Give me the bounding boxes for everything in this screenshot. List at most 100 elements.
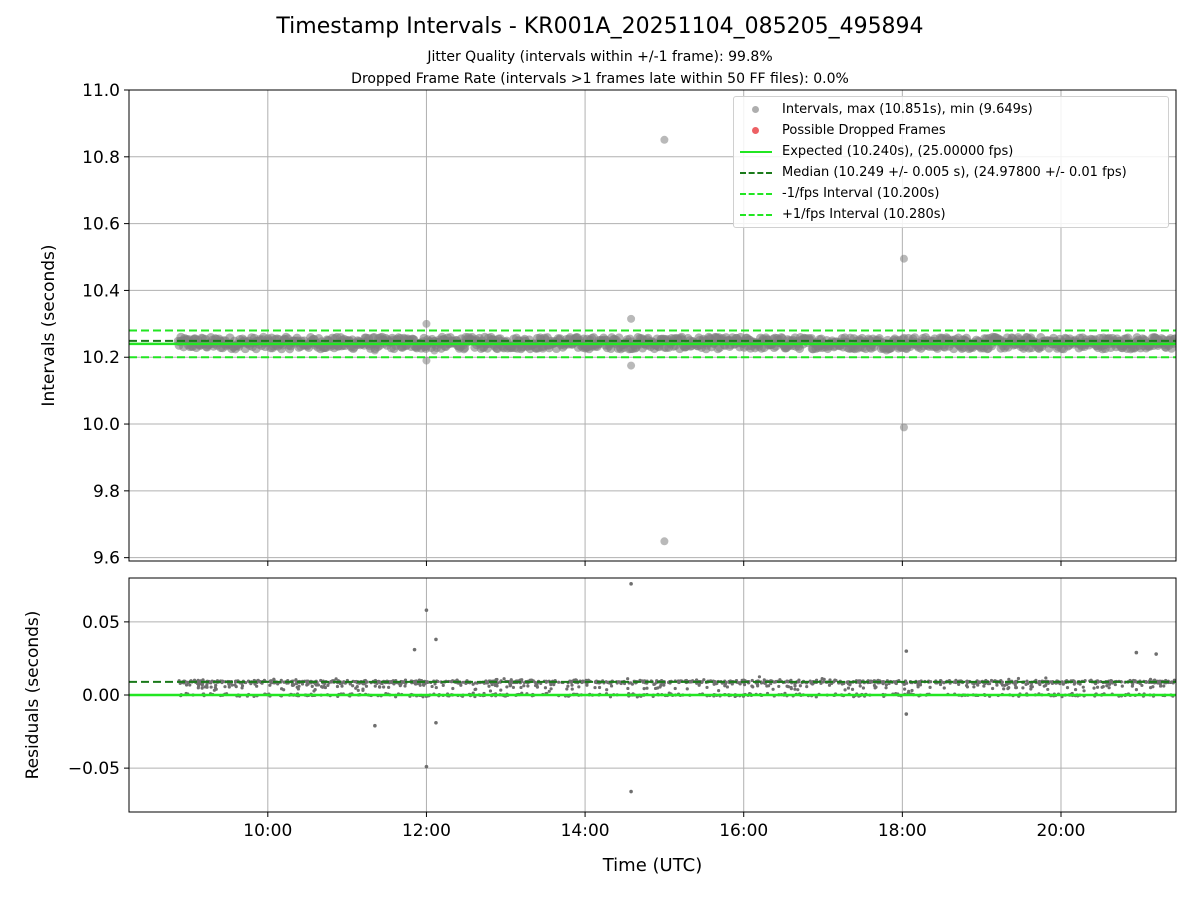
residual-outlier-8 [904,712,909,716]
residual-point [972,685,976,689]
intervals-ytick-label: 9.8 [93,482,120,502]
residual-point [805,685,809,689]
residual-point [294,682,299,686]
residual-point [1093,682,1098,686]
interval-outlier-9 [370,346,379,355]
legend-line [740,214,772,216]
residual-point [377,685,382,689]
residual-point [377,679,381,683]
interval-outlier-7 [422,356,431,365]
residual-point [276,682,280,686]
residual-point [502,677,506,681]
residual-point [857,679,861,683]
residual-outlier-0 [629,582,633,586]
interval-outlier-5 [627,361,636,370]
residual-point [520,678,524,682]
residual-point [300,682,305,686]
intervals-panel: 9.6 9.8 10.0 10.2 10.4 10.6 10.8 11.0 Intervals … [39,81,1177,569]
legend-label: Median (10.249 +/- 0.005 s), (24.97800 +… [782,165,1127,180]
residual-point [903,687,907,691]
residual-point [426,680,430,684]
residuals-panel: 0.05 0.00 −0.05 10:00 12:00 14:00 16:00 18:00 20… [23,577,1177,876]
residual-point [240,684,245,688]
residual-point [316,683,321,687]
legend-item-dropped: Possible Dropped Frames [734,120,1168,141]
residual-point [188,683,192,687]
residual-point [543,686,548,690]
residual-point [861,686,866,690]
residual-point [756,684,760,688]
residual-point [1144,679,1148,684]
residual-point [850,687,855,691]
residual-point [565,687,569,691]
residual-point [952,680,956,684]
residual-point [846,686,851,690]
residual-point [597,685,602,690]
intervals-ylabel: Intervals (seconds) [39,244,59,406]
residual-point [208,680,212,684]
xtick-label: 18:00 [878,821,927,841]
residual-point [991,686,995,691]
residual-point [340,681,344,685]
residual-point [942,680,946,685]
residual-point [874,685,878,689]
residual-point [495,684,499,688]
residual-point [653,682,657,686]
residual-point [1007,677,1011,681]
legend-label: Expected (10.240s), (25.00000 fps) [782,144,1014,159]
residual-point [434,685,438,690]
residual-point [430,684,434,689]
residual-point [757,675,762,679]
residual-point [995,683,999,687]
residual-point [653,686,658,691]
residuals-ytick-label: −0.05 [68,759,120,779]
residual-point [688,680,692,684]
residual-point [785,684,789,688]
residual-point [1044,676,1048,680]
residual-point [1113,682,1117,687]
residual-point [918,683,923,687]
residual-point [982,684,986,688]
residual-point [577,685,581,689]
residual-point [1107,682,1112,686]
residual-point [495,677,499,682]
residual-point [570,683,574,687]
residual-point [533,683,538,688]
residual-point [771,687,775,691]
residual-point [234,684,238,689]
legend-line [740,151,772,153]
residual-point [522,684,526,688]
legend: Intervals, max (10.851s), min (9.649s) Po… [733,96,1169,228]
residual-point [1029,684,1033,688]
residual-point [1044,683,1048,687]
residual-point [673,686,677,691]
residual-point [798,684,802,688]
legend-marker [752,106,759,113]
residual-point [702,678,706,682]
residual-point [723,684,727,688]
intervals-ytick-label: 9.6 [93,549,120,569]
interval-outlier-2 [899,254,908,263]
residual-point [626,686,630,691]
legend-label: Possible Dropped Frames [782,123,946,138]
residual-point [319,684,324,689]
dropped-frame-rate-subtitle: Dropped Frame Rate (intervals >1 frames … [351,71,849,87]
residual-point [461,680,465,684]
residual-point [403,684,407,688]
residual-point [511,685,516,690]
residual-point [1013,683,1017,687]
residual-point [334,677,338,681]
residual-point [220,680,224,685]
legend-item-median: Median (10.249 +/- 0.005 s), (24.97800 +… [734,162,1168,183]
jitter-quality-subtitle: Jitter Quality (intervals within +/-1 fr… [427,49,773,65]
chart-title: Timestamp Intervals - KR001A_20251104_08… [276,14,924,39]
residual-point [487,684,491,688]
residual-points [177,582,1176,794]
interval-outlier-4 [627,314,636,323]
residual-point [305,681,309,685]
intervals-ytick-label: 11.0 [82,81,120,101]
residual-point [843,688,847,692]
residual-point [773,680,778,684]
residual-point [697,683,701,687]
legend-item-plus: +1/fps Interval (10.280s) [734,204,1168,225]
